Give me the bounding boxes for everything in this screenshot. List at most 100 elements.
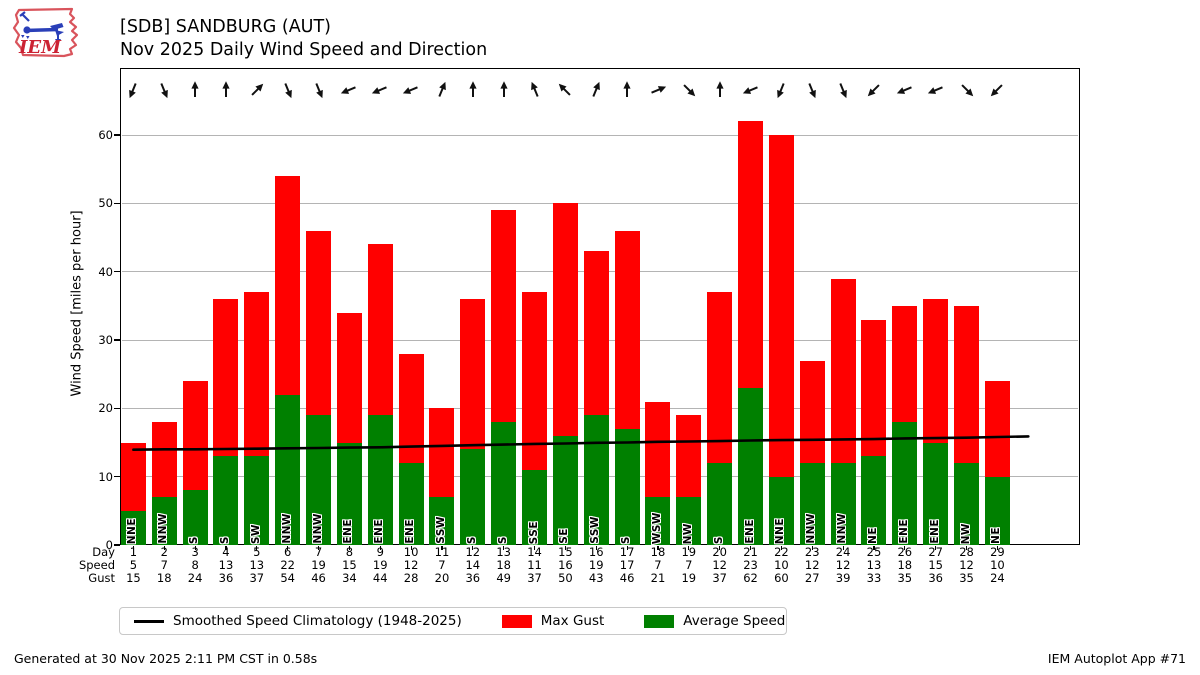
x-gust-value: 33 — [866, 570, 882, 585]
x-gust-value: 36 — [928, 570, 943, 585]
x-tick-mark — [965, 545, 968, 550]
iem-logo: IEM — [12, 7, 79, 58]
wind-direction-arrow-icon — [867, 84, 880, 97]
x-gust-value: 62 — [743, 570, 758, 585]
x-tick-mark — [379, 545, 381, 550]
x-day-value: 22 — [774, 544, 789, 559]
average-speed-bar — [676, 497, 702, 545]
wind-direction-arrow-icon — [160, 83, 169, 99]
y-tick-mark — [113, 271, 120, 273]
x-gust-value: 50 — [558, 570, 573, 585]
x-gust-value: 34 — [342, 570, 357, 585]
y-tick-mark — [113, 407, 120, 409]
x-gust-value: 35 — [897, 570, 913, 585]
wind-direction-arrow-icon — [191, 81, 199, 97]
x-speed-value: 19 — [311, 557, 326, 572]
legend: Smoothed Speed Climatology (1948-2025) M… — [119, 607, 787, 635]
x-speed-value: 12 — [959, 557, 974, 572]
x-day-value: 2 — [160, 544, 168, 559]
x-gust-value: 15 — [126, 570, 141, 585]
x-speed-value: 15 — [342, 557, 357, 572]
iem-logo-text: IEM — [18, 37, 62, 58]
x-day-value: 7 — [314, 544, 323, 559]
average-speed-bar — [275, 394, 301, 545]
x-gust-value: 60 — [774, 570, 789, 585]
average-speed-bar — [707, 463, 733, 545]
x-tick-mark — [749, 545, 752, 550]
x-speed-value: 13 — [218, 557, 234, 572]
average-speed-bar — [367, 415, 393, 545]
x-day-value: 26 — [897, 544, 913, 559]
x-tick-mark — [595, 545, 597, 550]
x-day-value: 14 — [527, 544, 542, 559]
page-title: [SDB] SANDBURG (AUT) — [120, 17, 331, 37]
x-speed-value: 12 — [804, 557, 820, 572]
average-speed-bar — [892, 422, 918, 545]
x-speed-value: 7 — [438, 557, 446, 572]
x-tick-mark — [811, 545, 813, 550]
x-day-value: 15 — [558, 544, 573, 559]
y-tick-label: 20 — [98, 401, 113, 416]
x-day-value: 13 — [496, 544, 511, 559]
x-gust-value: 44 — [372, 570, 388, 585]
y-tick-label: 0 — [105, 538, 113, 552]
x-tick-mark — [287, 545, 289, 550]
y-tick-mark — [113, 476, 120, 478]
wind-direction-arrow-icon — [500, 81, 508, 97]
x-speed-value: 18 — [496, 557, 511, 572]
xrow-caption-speed: Speed — [78, 557, 115, 572]
y-tick-mark — [113, 544, 120, 546]
legend-label-climatology: Smoothed Speed Climatology (1948-2025) — [173, 613, 462, 629]
wind-direction-arrow-icon — [222, 81, 230, 97]
x-speed-value: 19 — [372, 557, 388, 572]
x-gust-value: 28 — [403, 570, 419, 585]
page-subtitle: Nov 2025 Daily Wind Speed and Direction — [120, 40, 488, 60]
y-tick-label: 40 — [98, 264, 113, 279]
x-speed-value: 10 — [990, 557, 1005, 572]
y-gridline — [121, 202, 1079, 204]
average-speed-bar — [491, 422, 517, 545]
wind-direction-arrow-icon — [469, 81, 477, 97]
x-gust-value: 24 — [990, 570, 1005, 585]
x-day-value: 9 — [376, 544, 384, 559]
x-gust-value: 43 — [588, 570, 604, 585]
x-speed-value: 18 — [897, 557, 913, 572]
legend-item-max-gust: Max Gust — [501, 613, 605, 629]
x-day-value: 20 — [712, 544, 727, 559]
wind-direction-arrow-icon — [716, 81, 724, 97]
x-speed-value: 12 — [403, 557, 419, 572]
wind-direction-arrow-icon — [129, 83, 137, 99]
x-tick-mark — [688, 545, 690, 550]
y-tick-label: 30 — [98, 333, 113, 347]
x-gust-value: 37 — [712, 570, 727, 585]
max-gust-swatch — [501, 614, 532, 628]
legend-label-max-gust: Max Gust — [540, 613, 605, 629]
wind-direction-arrow-icon — [530, 81, 539, 97]
x-tick-mark — [996, 545, 998, 550]
x-speed-value: 16 — [558, 557, 573, 572]
x-tick-mark — [503, 545, 505, 550]
x-speed-value: 13 — [866, 557, 882, 572]
y-tick-label: 50 — [98, 196, 113, 211]
average-speed-bar — [830, 463, 856, 545]
legend-label-average-speed: Average Speed — [683, 613, 786, 629]
x-tick-mark — [256, 545, 258, 550]
average-speed-bar — [182, 490, 208, 545]
x-tick-mark — [441, 545, 443, 550]
max-gust-bar — [768, 135, 794, 545]
wind-direction-arrow-icon — [402, 86, 418, 94]
average-speed-bar — [614, 428, 640, 545]
x-tick-mark — [657, 545, 659, 550]
x-speed-value: 22 — [280, 557, 295, 572]
x-day-value: 12 — [465, 544, 481, 559]
x-tick-mark — [626, 545, 628, 550]
average-speed-bar — [460, 449, 486, 545]
average-speed-bar — [552, 435, 578, 545]
wind-direction-arrow-icon — [592, 81, 601, 97]
x-gust-value: 46 — [311, 570, 326, 585]
average-speed-bar — [583, 415, 609, 545]
legend-item-average-speed: Average Speed — [644, 613, 785, 629]
x-gust-value: 37 — [527, 570, 542, 585]
xrow-caption-day: Day — [92, 544, 115, 559]
